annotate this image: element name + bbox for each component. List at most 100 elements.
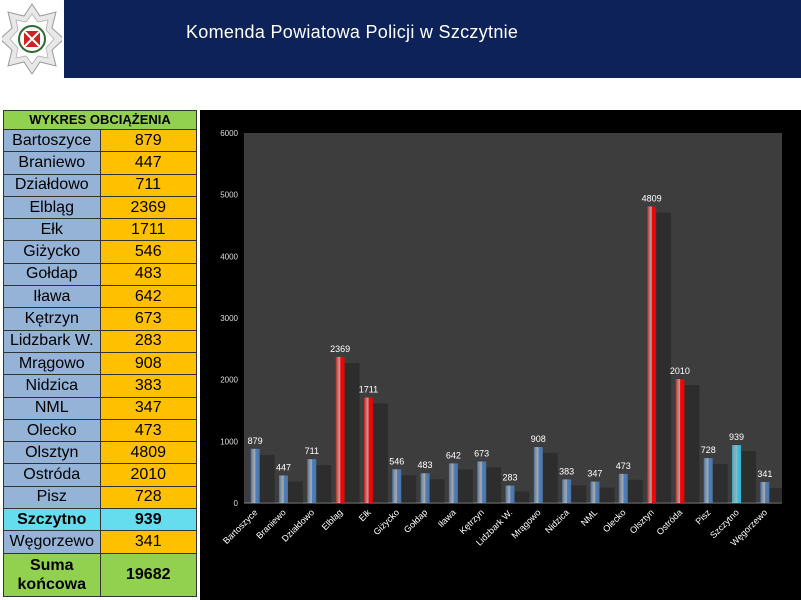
table-row: Ełk 1711 — [3, 218, 197, 242]
plot-area — [244, 133, 782, 503]
x-tick-label: Olsztyn — [628, 507, 656, 535]
unit-name: Kętrzyn — [3, 307, 101, 331]
unit-value: 673 — [99, 307, 197, 331]
bar-shadow — [656, 212, 672, 503]
bar-value-label: 711 — [305, 446, 319, 456]
unit-name: Pisz — [3, 485, 101, 510]
bar-lidzbark-w- — [505, 485, 515, 503]
unit-name: Nidzica — [3, 374, 101, 398]
bar-ostróda — [675, 379, 685, 503]
unit-value: 1711 — [99, 218, 197, 242]
bar-olecko — [618, 473, 628, 503]
bar-value-label: 4809 — [642, 193, 662, 203]
unit-value: 383 — [99, 374, 197, 398]
bar-value-label: 447 — [276, 462, 291, 472]
table-row: Szczytno 939 — [3, 508, 197, 532]
y-tick-label: 6000 — [220, 129, 238, 138]
bar-value-label: 2010 — [670, 366, 690, 376]
table-row: Gołdap 483 — [3, 262, 197, 287]
bar-działdowo — [307, 459, 317, 503]
y-tick-label: 2000 — [220, 376, 238, 385]
bar-shadow — [287, 481, 303, 503]
table-row: Pisz 728 — [3, 485, 197, 510]
bar-value-label: 347 — [587, 469, 602, 479]
bar-shadow — [372, 403, 388, 503]
table-row: Olecko 473 — [3, 418, 197, 443]
unit-name: Iława — [3, 285, 101, 309]
unit-name: Braniewo — [3, 151, 101, 175]
x-tick-label: Elbląg — [320, 507, 345, 532]
table-row: Iława 642 — [3, 285, 197, 309]
bar-value-label: 1711 — [359, 384, 378, 394]
unit-name: Gołdap — [3, 262, 101, 287]
bar-value-label: 283 — [502, 473, 517, 483]
bar-shadow — [769, 487, 785, 503]
unit-value: 939 — [99, 508, 197, 532]
bar-shadow — [571, 485, 587, 503]
unit-value: 546 — [99, 240, 197, 264]
y-tick-label: 4000 — [220, 252, 238, 261]
unit-value: 879 — [99, 128, 197, 153]
bar-value-label: 483 — [418, 460, 433, 470]
bar-nml — [590, 481, 600, 503]
bar-szczytno — [732, 445, 742, 503]
x-tick-label: Ełk — [357, 507, 373, 523]
x-tick-label: NML — [579, 507, 600, 528]
bar-olsztyn — [647, 206, 657, 503]
bar-shadow — [401, 475, 417, 503]
bar-braniewo — [278, 475, 288, 503]
table-row: Działdowo 711 — [3, 173, 197, 197]
x-tick-label: Nidzica — [543, 507, 571, 535]
unit-name: Działdowo — [3, 173, 101, 197]
x-tick-label: Gołdap — [402, 507, 430, 535]
bar-value-label: 2369 — [330, 344, 350, 354]
table-header-row: WYKRES OBCIĄŻENIA — [3, 110, 197, 130]
unit-name: Lidzbark W. — [3, 329, 101, 353]
table-header: WYKRES OBCIĄŻENIA — [3, 110, 197, 130]
y-tick-label: 1000 — [220, 437, 238, 446]
bar-shadow — [684, 385, 700, 503]
unit-value: 2010 — [99, 463, 197, 487]
bar-kętrzyn — [477, 461, 487, 503]
unit-value: 341 — [99, 530, 197, 554]
bar-value-label: 728 — [701, 445, 716, 455]
table-row: Kętrzyn 673 — [3, 307, 197, 331]
bar-value-label: 341 — [757, 469, 772, 479]
bar-shadow — [514, 491, 530, 503]
bar-shadow — [542, 453, 558, 503]
table-row: Braniewo 447 — [3, 151, 197, 175]
bar-shadow — [344, 362, 360, 503]
table-row: Węgorzewo 341 — [3, 530, 197, 554]
table-row: Bartoszyce 879 — [3, 128, 197, 153]
unit-name: Giżycko — [3, 240, 101, 264]
page-title: Komenda Powiatowa Policji w Szczytnie — [186, 22, 519, 42]
unit-value: 908 — [99, 351, 197, 376]
bar-shadow — [316, 465, 332, 503]
unit-name: Elbląg — [3, 195, 101, 220]
bar-value-label: 879 — [248, 436, 263, 446]
unit-value: 728 — [99, 485, 197, 510]
unit-name: Węgorzewo — [3, 530, 101, 554]
table-total-row: Suma końcowa 19682 — [3, 552, 197, 597]
bar-shadow — [457, 469, 473, 503]
bar-shadow — [627, 479, 643, 503]
unit-value: 2369 — [99, 195, 197, 220]
bar-value-label: 939 — [729, 432, 744, 442]
x-tick-label: Giżycko — [371, 507, 401, 537]
bar-value-label: 473 — [616, 461, 631, 471]
y-tick-label: 3000 — [220, 314, 238, 323]
bar-iława — [448, 463, 458, 503]
unit-value: 473 — [99, 418, 197, 443]
total-value: 19682 — [99, 552, 197, 597]
bar-value-label: 673 — [474, 448, 489, 458]
x-tick-label: Mrągowo — [509, 507, 542, 540]
header: Komenda Powiatowa Policji w Szczytnie — [0, 0, 801, 78]
y-tick-label: 5000 — [220, 191, 238, 200]
bar-ełk — [363, 397, 373, 503]
bar-gołdap — [420, 473, 430, 503]
total-label: Suma końcowa — [3, 552, 101, 597]
x-tick-label: Bartoszyce — [221, 507, 260, 546]
unit-value: 483 — [99, 262, 197, 287]
table-row: Mrągowo 908 — [3, 351, 197, 376]
x-tick-label: Olecko — [601, 507, 628, 534]
